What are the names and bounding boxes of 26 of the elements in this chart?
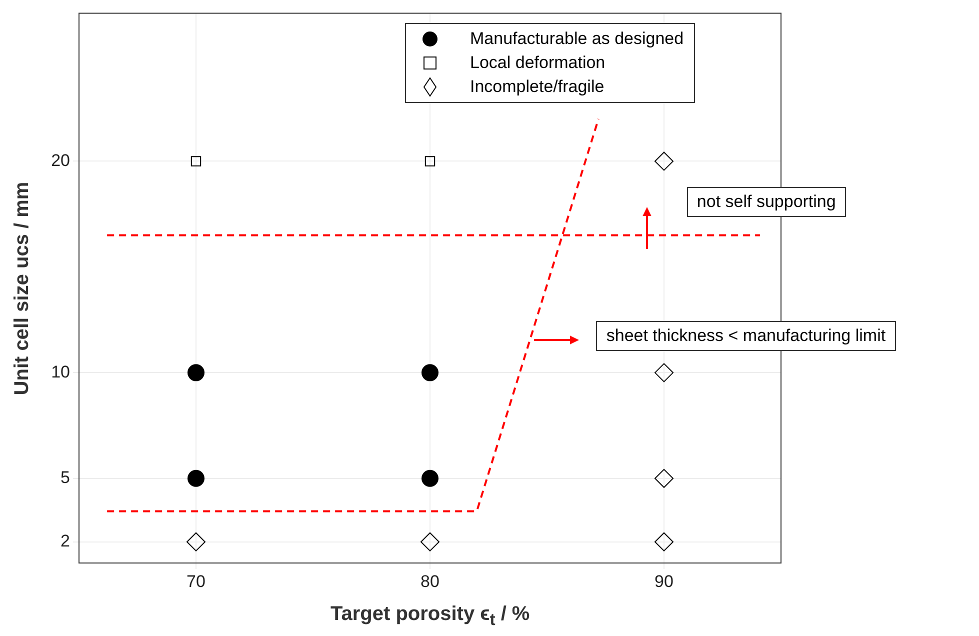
x-tick-label: 80 bbox=[420, 572, 440, 591]
x-tick-label: 90 bbox=[654, 572, 674, 591]
point bbox=[422, 364, 438, 382]
y-tick-label: 10 bbox=[51, 362, 70, 382]
point bbox=[422, 470, 438, 487]
annotation: not self supporting bbox=[686, 187, 846, 218]
annotation: sheet thickness < manufacturing limit bbox=[596, 321, 896, 352]
legend-label: Local deformation bbox=[470, 53, 606, 74]
x-tick-label: 70 bbox=[186, 572, 206, 591]
point bbox=[654, 468, 674, 488]
y-tick-label: 20 bbox=[51, 150, 70, 170]
point bbox=[188, 364, 204, 382]
legend-label: Manufacturable as designed bbox=[470, 29, 684, 50]
point bbox=[186, 532, 206, 552]
point bbox=[654, 532, 674, 552]
y-tick-label: 5 bbox=[60, 468, 70, 488]
point bbox=[420, 532, 440, 552]
point bbox=[190, 156, 202, 166]
y-tick-label: 2 bbox=[60, 532, 70, 551]
point bbox=[654, 152, 674, 171]
point bbox=[188, 470, 204, 487]
point bbox=[424, 156, 436, 166]
point bbox=[654, 363, 674, 382]
legend-label: Incomplete/fragile bbox=[470, 77, 604, 98]
y-axis-title: Unit cell size ucs / mm bbox=[10, 181, 34, 395]
x-axis-title: Target porosity ϵ$_{t}$ / % bbox=[330, 603, 530, 630]
